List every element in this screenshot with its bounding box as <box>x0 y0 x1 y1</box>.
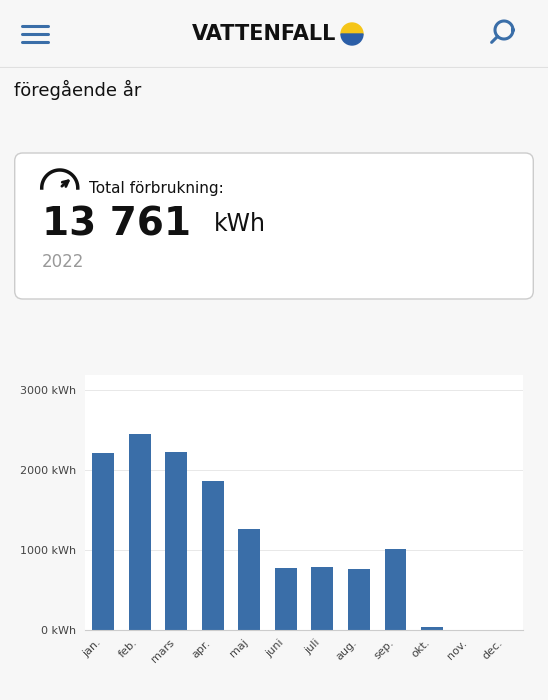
FancyBboxPatch shape <box>15 153 533 299</box>
Text: 2022: 2022 <box>42 253 84 271</box>
Bar <box>275 568 297 630</box>
Text: kWh: kWh <box>214 212 266 236</box>
Bar <box>238 528 260 630</box>
Text: 13 761: 13 761 <box>42 205 191 243</box>
Bar <box>92 453 114 630</box>
Wedge shape <box>341 23 363 34</box>
Bar <box>311 567 333 630</box>
Wedge shape <box>341 34 363 45</box>
Bar <box>202 481 224 630</box>
Text: föregående år: föregående år <box>14 80 141 100</box>
Text: VATTENFALL: VATTENFALL <box>192 24 336 44</box>
Bar <box>421 626 443 630</box>
Bar <box>129 435 151 630</box>
Bar <box>385 549 407 630</box>
Text: Total förbrukning:: Total förbrukning: <box>89 181 224 195</box>
Bar <box>348 569 370 630</box>
Bar <box>165 452 187 630</box>
